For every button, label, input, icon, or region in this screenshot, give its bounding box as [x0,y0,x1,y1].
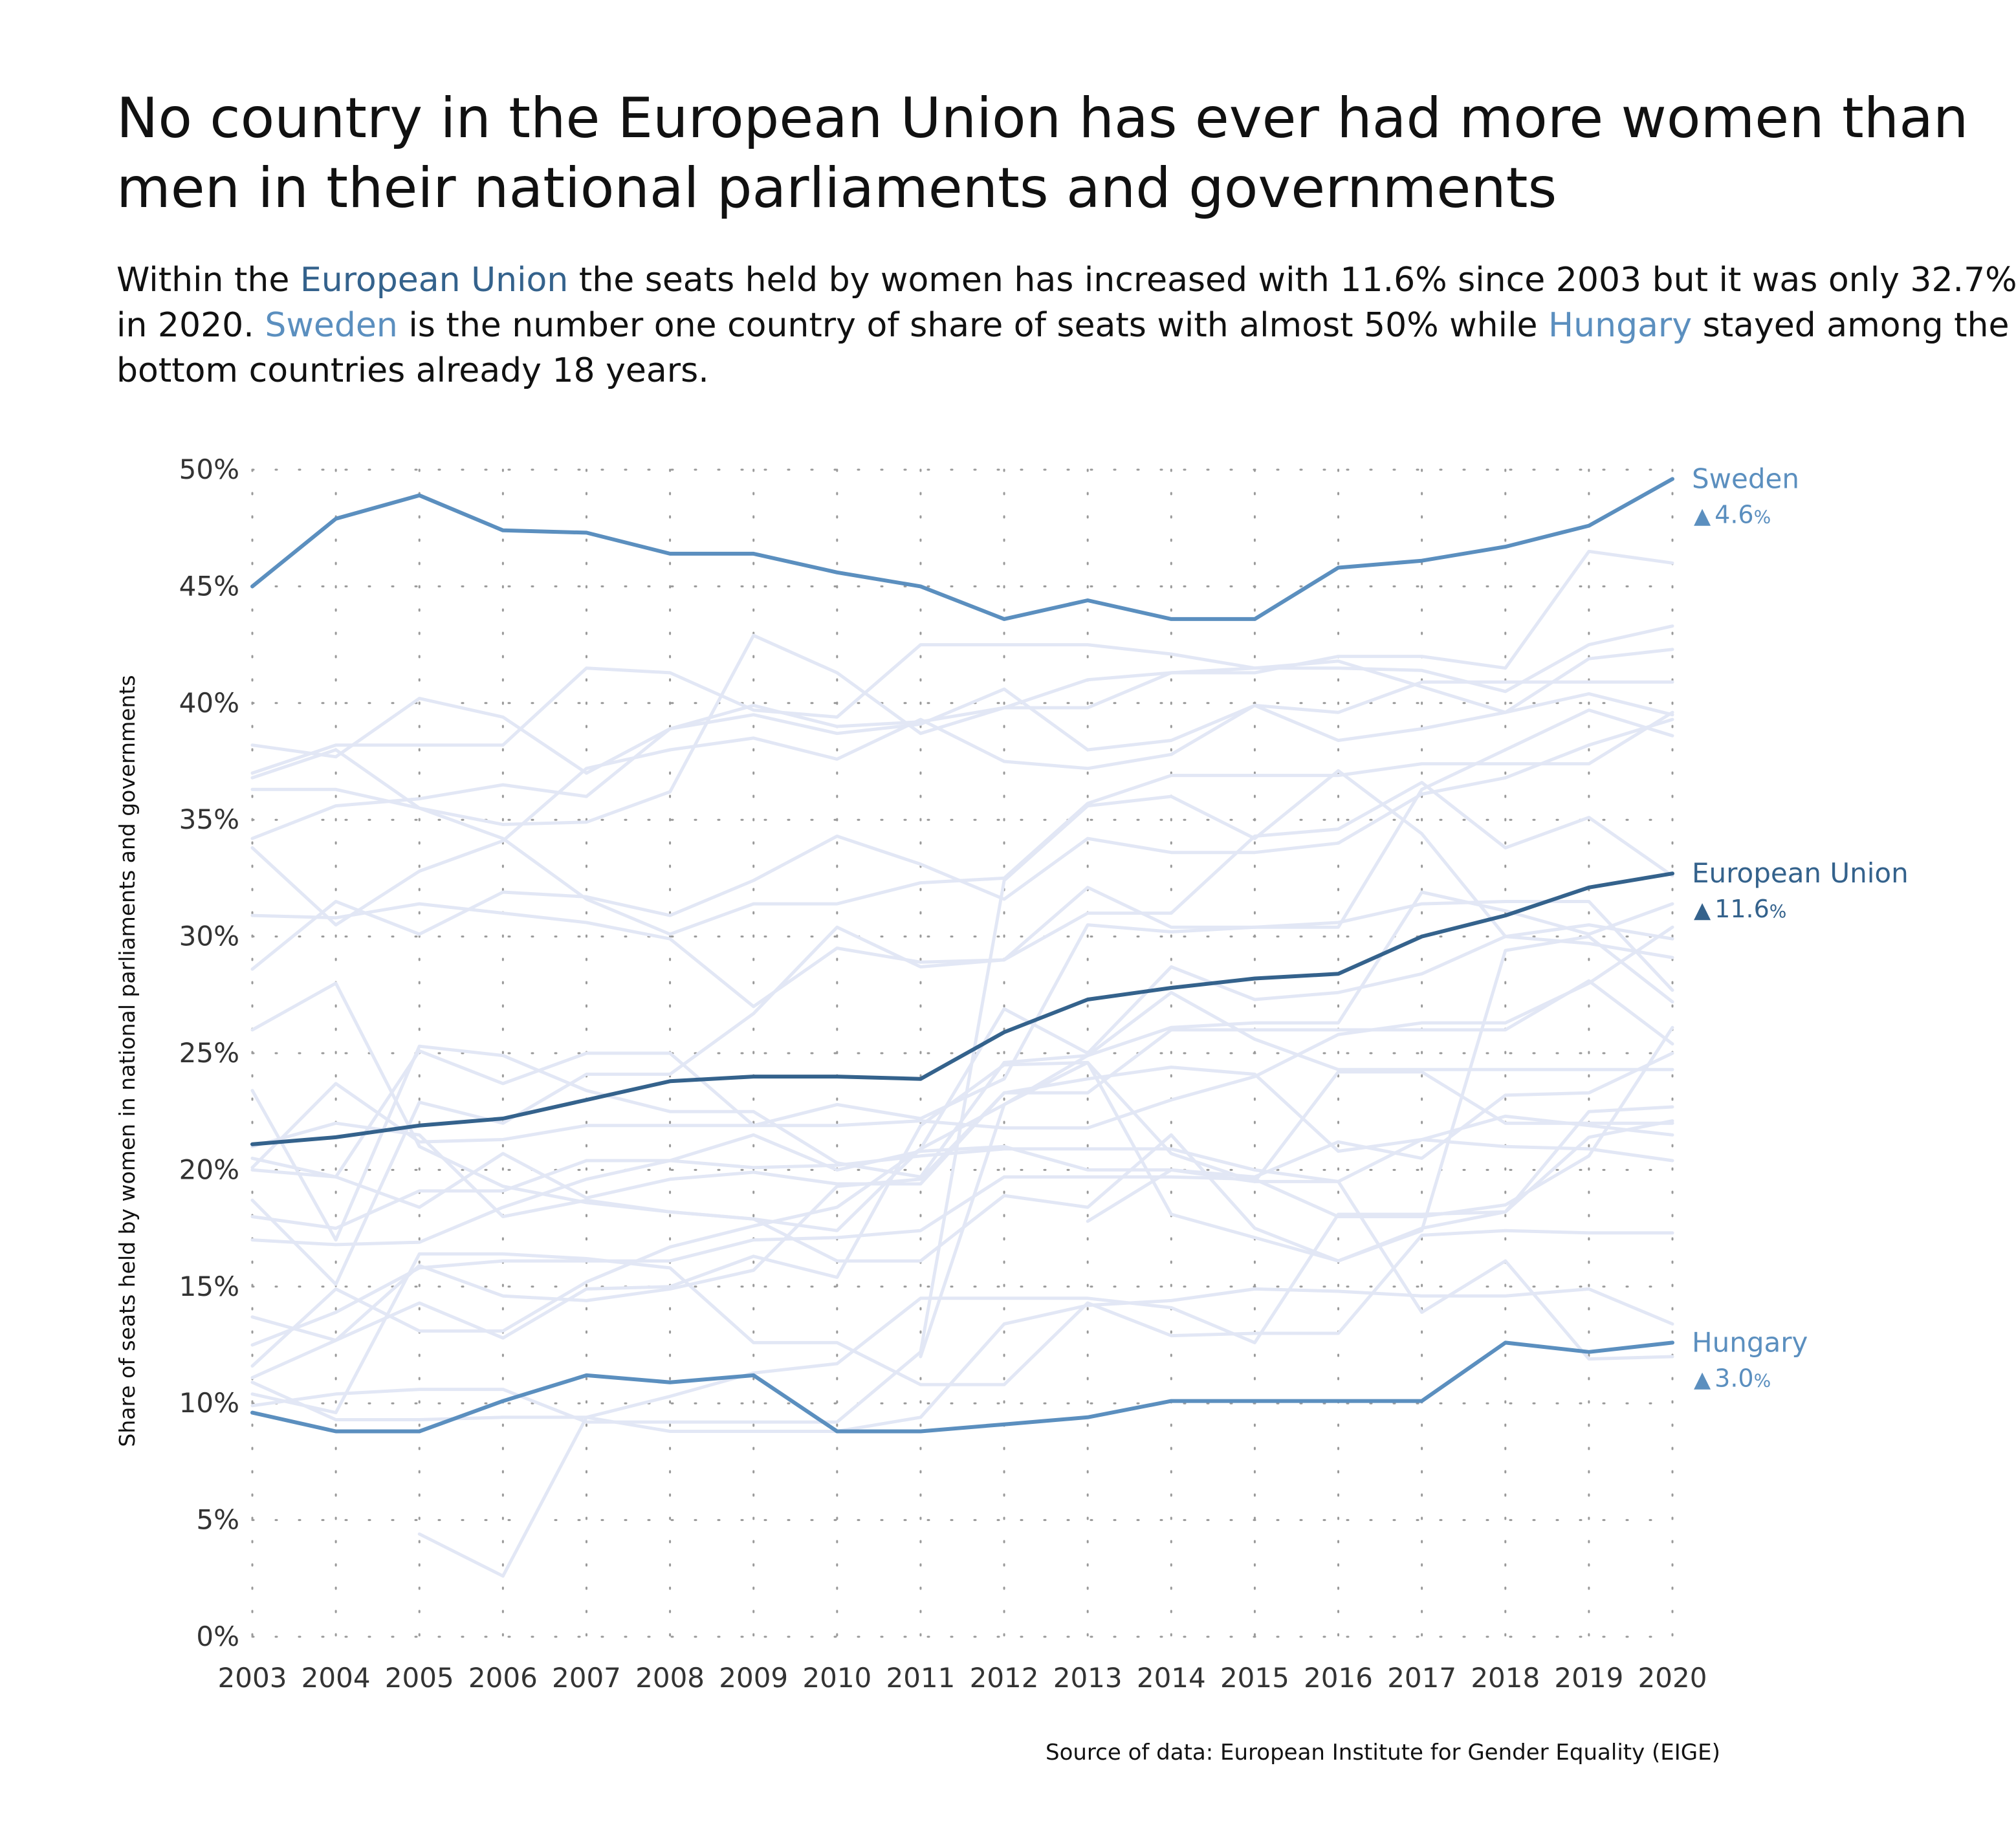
x-tick-label: 2008 [635,1662,705,1694]
other-countries-lines [250,549,1674,1578]
x-tick-label: 2005 [385,1662,454,1694]
y-tick-label: 5% [196,1504,239,1536]
series-line-other-country [250,979,1674,1209]
subtitle-line: bottom countries already 18 years. [116,351,709,390]
series-line-other-country [919,935,1674,1359]
x-tick-label: 2009 [719,1662,788,1694]
source-note: Source of data: European Institute for G… [1046,1740,1720,1765]
series-line-other-country [250,923,1674,1232]
x-tick-label: 2015 [1220,1662,1289,1694]
series-line-sweden [250,477,1674,621]
y-tick-label: 25% [179,1037,239,1069]
change-unit: % [1754,1370,1771,1391]
line-end-labels: Sweden▲ 4.6%European Union▲ 11.6%Hungary▲ 3… [1692,463,1909,1392]
series-line-other-country [250,624,1674,775]
series-line-other-country [417,1119,1674,1578]
subtitle-highlight-sweden: Sweden [265,306,398,345]
x-tick-label: 2016 [1304,1662,1373,1694]
series-label-hungary: Hungary [1692,1326,1808,1358]
subtitle-text: the seats held by women has increased wi… [568,261,2016,300]
series-line-other-country [250,1287,1674,1433]
x-tick-label: 2010 [802,1662,871,1694]
subtitle-highlight-eu: European Union [300,261,568,300]
series-line-other-country [250,1060,1674,1379]
series-change-eu: ▲ 11.6% [1694,895,1786,923]
series-change-hungary: ▲ 3.0% [1694,1364,1771,1392]
series-line-other-country [250,549,1674,826]
y-tick-label: 40% [179,687,239,719]
series-line-eu [250,871,1674,1146]
x-tick-label: 2017 [1387,1662,1456,1694]
x-tick-label: 2020 [1638,1662,1707,1694]
change-value: 3.0 [1715,1364,1753,1392]
x-tick-label: 2011 [886,1662,955,1694]
series-line-other-country [250,1138,1674,1247]
change-value: 11.6 [1715,895,1769,923]
change-arrow-icon: ▲ [1694,897,1711,923]
source-label: Source of data: [1046,1740,1220,1765]
x-tick-label: 2018 [1471,1662,1540,1694]
change-unit: % [1769,901,1787,922]
series-line-other-country [1086,1051,1674,1223]
series-line-hungary [250,1340,1674,1434]
y-tick-label: 35% [179,803,239,835]
series-line-other-country [250,680,1674,927]
x-tick-label: 2014 [1137,1662,1206,1694]
series-line-other-country [250,648,1674,840]
series-line-other-country [250,900,1674,1179]
x-axis-ticks: 2003 2004 2005 2006 2007 2008 2009 2010 2011 2012… [218,1662,1707,1694]
x-tick-label: 2006 [468,1662,538,1694]
subtitle-line: Within the European Union the seats held… [116,261,2016,300]
series-line-other-country [250,1229,1674,1415]
change-arrow-icon: ▲ [1694,503,1711,529]
change-unit: % [1754,506,1771,527]
y-tick-label: 20% [179,1153,239,1185]
x-tick-label: 2019 [1554,1662,1623,1694]
y-tick-label: 10% [179,1387,239,1419]
y-tick-label: 45% [179,570,239,602]
subtitle-text: bottom countries already 18 years. [116,351,709,390]
x-tick-label: 2004 [301,1662,371,1694]
highlighted-lines [250,477,1674,1434]
series-line-other-country [250,1070,1674,1230]
y-tick-label: 0% [196,1621,239,1652]
chart-subtitle: Within the European Union the seats held… [116,261,2016,390]
x-tick-label: 2003 [218,1662,287,1694]
subtitle-text: is the number one country of share of se… [398,306,1548,345]
series-line-other-country [250,708,1674,1009]
y-tick-label: 30% [179,921,239,952]
source-name: European Institute for Gender Equality (… [1220,1740,1720,1765]
series-line-other-country [250,687,1674,775]
y-tick-label: 50% [179,454,239,485]
change-value: 4.6 [1715,500,1753,529]
y-axis-label: Share of seats held by women in national… [115,675,140,1447]
subtitle-text: Within the [116,261,300,300]
chart-title-line-1: No country in the European Union has eve… [116,86,1968,151]
chart-title-line-2: men in their national parliaments and go… [116,156,1557,221]
subtitle-text: in 2020. [116,306,265,345]
x-tick-label: 2012 [970,1662,1039,1694]
subtitle-line: in 2020. Sweden is the number one countr… [116,306,2009,345]
x-tick-label: 2007 [552,1662,621,1694]
change-arrow-icon: ▲ [1694,1366,1711,1392]
series-change-sweden: ▲ 4.6% [1694,500,1771,529]
y-tick-label: 15% [179,1271,239,1302]
series-label-sweden: Sweden [1692,463,1799,494]
series-label-eu: European Union [1692,857,1909,889]
series-line-other-country [250,769,1674,1424]
subtitle-text: stayed among the [1692,306,2009,345]
y-axis-ticks: 0% 5% 10% 15% 20% 25% 30% 35% 40% 45% 50% [179,454,239,1652]
subtitle-highlight-hungary: Hungary [1548,306,1692,345]
x-tick-label: 2013 [1053,1662,1123,1694]
